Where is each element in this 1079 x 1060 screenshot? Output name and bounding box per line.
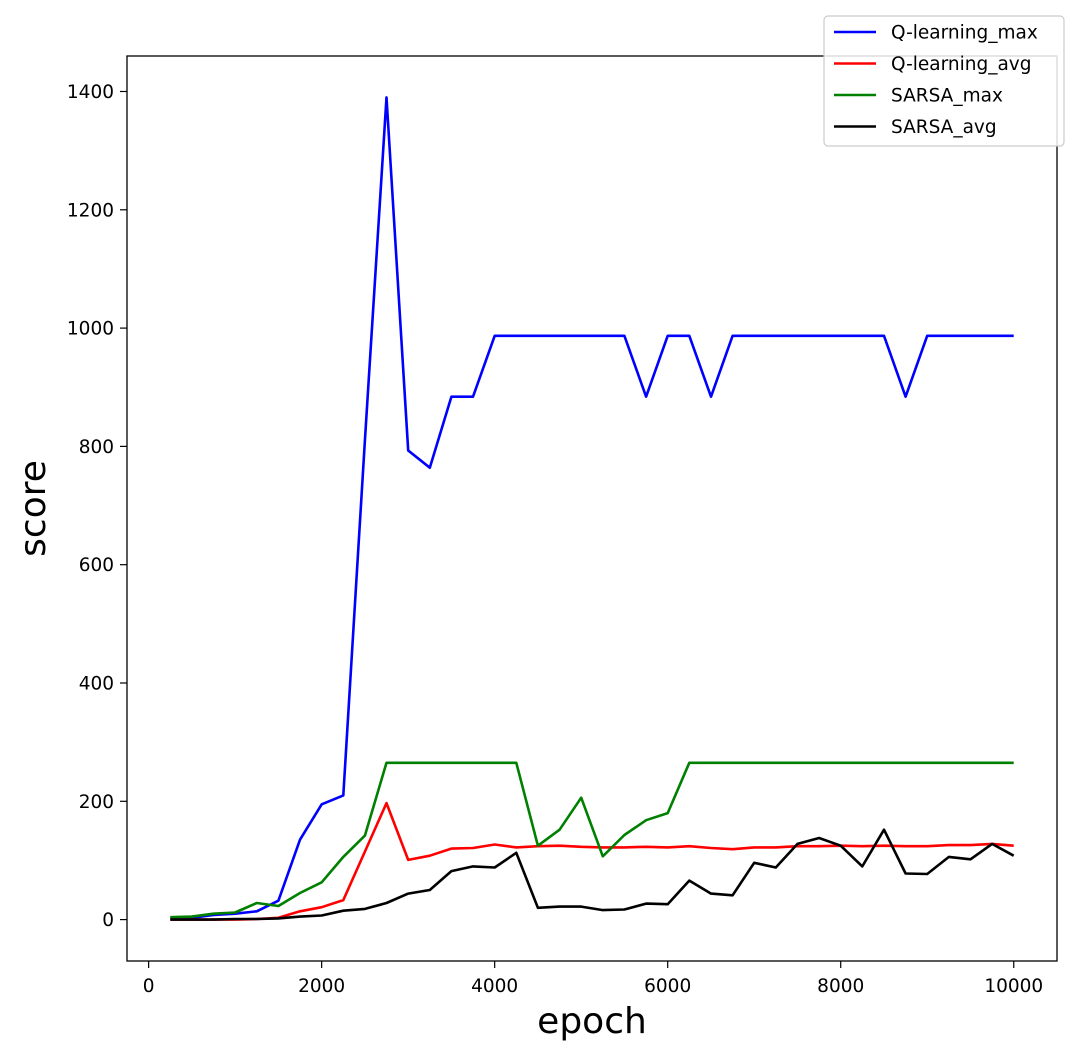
y-tick-label: 0: [102, 910, 114, 931]
legend: Q-learning_max Q-learning_avg SARSA_max SAR…: [823, 15, 1065, 147]
series-line-Q-learning_max: [170, 96, 1014, 920]
legend-label: Q-learning_max: [891, 23, 1038, 44]
x-axis-label: epoch: [537, 1001, 647, 1042]
y-tick-label: 800: [79, 437, 114, 458]
x-tick-label: 2000: [298, 976, 345, 997]
series-line-SARSA_max: [170, 761, 1014, 919]
x-tick-label: 6000: [644, 976, 691, 997]
x-tick-label: 4000: [471, 976, 518, 997]
y-tick-label: 1400: [67, 82, 114, 103]
y-axis: 0 200 400 600 800 1000 1200 1400: [67, 82, 127, 931]
legend-label: Q-learning_avg: [891, 54, 1032, 75]
y-tick-label: 200: [79, 792, 114, 813]
x-axis: 0 2000 4000 6000 8000 10000: [143, 961, 1043, 997]
x-tick-label: 0: [143, 976, 155, 997]
legend-label: SARSA_avg: [891, 117, 997, 138]
y-tick-label: 1200: [67, 200, 114, 221]
series-group: [170, 96, 1015, 921]
y-tick-label: 600: [79, 555, 114, 576]
x-tick-label: 8000: [817, 976, 864, 997]
legend-box: [823, 15, 1065, 147]
y-tick-label: 400: [79, 673, 114, 694]
y-tick-label: 1000: [67, 319, 114, 340]
legend-label: SARSA_max: [891, 86, 1003, 107]
plot-frame: [126, 55, 1058, 962]
y-axis-label: score: [13, 460, 54, 557]
x-tick-label: 10000: [984, 976, 1043, 997]
series-line-SARSA_avg: [170, 828, 1015, 921]
